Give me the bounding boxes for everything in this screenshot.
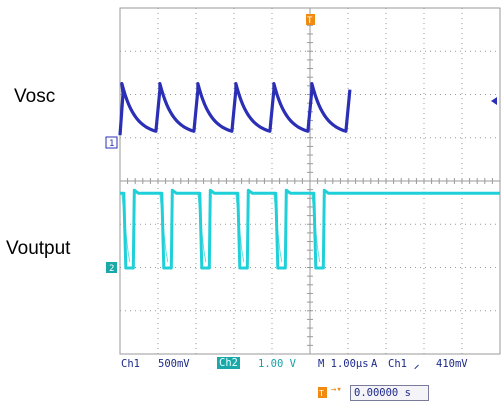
ch1-scale: 500mV	[158, 358, 190, 370]
ch1-trigger-level-marker	[491, 97, 497, 105]
position-value: 0.00000 s	[350, 385, 429, 401]
channel-markers: 1 2 T	[105, 14, 497, 274]
waveform-traces	[118, 82, 500, 270]
ch1-label: Ch1	[121, 358, 140, 370]
voutput-edge-detail	[197, 193, 207, 263]
ch1-ground-marker-label: 1	[109, 139, 114, 149]
trigger-slope-icon: ⸝	[414, 359, 420, 371]
timebase: M 1.00μs	[318, 358, 369, 370]
ch2-ground-marker	[106, 262, 117, 273]
voutput-edge-detail	[235, 193, 245, 263]
vosc-trace	[118, 82, 352, 136]
trigger-mode: A	[371, 358, 378, 370]
voutput-edge-detail	[311, 193, 321, 263]
svg-text:T: T	[319, 389, 324, 398]
trigger-level: 410mV	[436, 358, 468, 370]
voutput-edge-detail	[159, 193, 169, 263]
voutput-edge-detail	[121, 193, 131, 263]
trigger-position-marker-label: T	[307, 16, 313, 26]
trigger-position-marker	[306, 14, 315, 25]
ch2-scale: 1.00 V	[258, 358, 296, 370]
ch2-ground-marker-label: 2	[109, 264, 114, 274]
graticule-grid	[119, 7, 501, 355]
trigger-source: Ch1	[388, 358, 407, 370]
ch1-ground-marker	[105, 136, 118, 149]
voutput-edge-detail	[273, 193, 283, 263]
voutput-trace	[120, 188, 500, 270]
ch2-label: Ch2	[217, 357, 240, 369]
voutput-label: Voutput	[6, 238, 71, 259]
position-arrow-icon: →▾	[331, 385, 342, 395]
trigger-position-icon: T	[318, 387, 327, 398]
scope-status-bar: Ch1 500mV Ch2 1.00 V M 1.00μs A Ch1 ⸝ 41…	[118, 357, 500, 373]
vosc-label: Vosc	[14, 86, 56, 107]
